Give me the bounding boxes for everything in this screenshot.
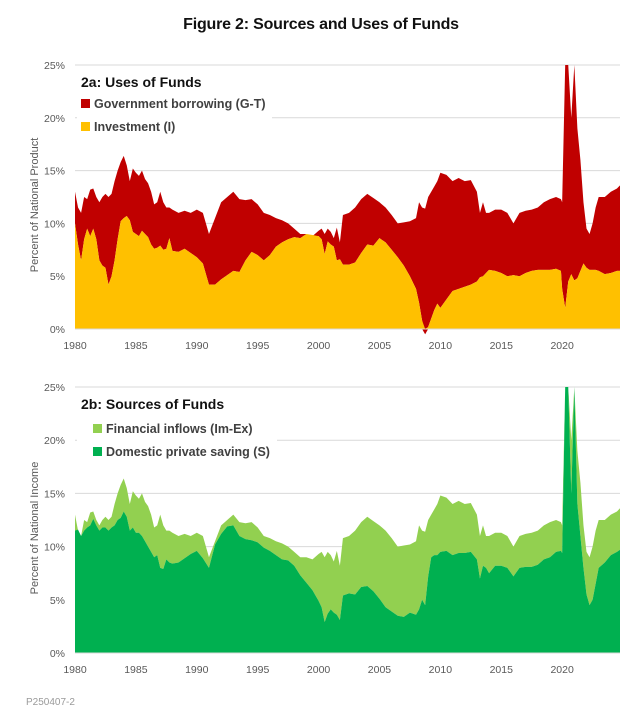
y-tick-label: 15% [44,166,65,178]
uses-of-funds-chart: 0% 5% 10% 15% 20% 25% 1980 1985 1990 1995 2000 2005… [29,60,620,352]
x-tick-label: 2015 [490,340,514,352]
legend-label: Financial inflows (Im-Ex) [106,422,253,436]
figure-code: P250407-2 [26,697,75,708]
x-tick-label: 2010 [429,340,453,352]
y-tick-label: 10% [44,542,65,554]
area-government-borrowing-g-t [75,65,620,335]
legend: 2b: Sources of Funds Financial inflows (I… [77,393,277,471]
panel-title: 2b: Sources of Funds [81,396,224,412]
x-tick-label: 2005 [368,340,392,352]
plot-area [75,387,620,653]
y-axis-title: Percent of National Product [29,138,41,273]
y-axis-title: Percent of National Income [29,462,41,595]
area-financial-inflows-im-ex [75,387,620,623]
x-tick-label: 1985 [124,664,148,676]
x-tick-label: 1980 [63,664,87,676]
y-tick-label: 5% [50,271,65,283]
x-tick-label: 1990 [185,664,209,676]
legend-swatch [93,424,102,433]
legend-swatch [81,122,90,131]
negative-investment-dip [422,329,429,335]
x-tick-label: 1985 [124,340,148,352]
y-tick-label: 0% [50,648,65,660]
y-tick-label: 20% [44,435,65,447]
x-tick-label: 1980 [63,340,87,352]
legend-label: Investment (I) [94,120,175,134]
legend-swatch [81,99,90,108]
x-tick-label: 2020 [550,340,574,352]
x-tick-label: 2000 [307,664,331,676]
area-domestic-private-saving-s [75,387,620,653]
sources-of-funds-chart: 0% 5% 10% 15% 20% 25% 1980 1985 1990 1995 2000 2005… [29,382,620,676]
x-tick-label: 1990 [185,340,209,352]
y-tick-label: 25% [44,60,65,72]
x-tick-label: 1995 [246,340,270,352]
x-tick-label: 2000 [307,340,331,352]
y-tick-label: 25% [44,382,65,394]
legend-label: Government borrowing (G-T) [94,97,266,111]
figure-title: Figure 2: Sources and Uses of Funds [183,16,459,33]
x-tick-label: 2015 [490,664,514,676]
x-tick-label: 1995 [246,664,270,676]
legend: 2a: Uses of Funds Government borrowing (G… [77,71,272,149]
y-tick-label: 15% [44,488,65,500]
legend-background [77,71,272,149]
legend-background [77,393,277,471]
y-tick-label: 5% [50,595,65,607]
area-investment-i [75,216,620,329]
y-tick-label: 0% [50,324,65,336]
legend-swatch [93,447,102,456]
panel-title: 2a: Uses of Funds [81,74,202,90]
x-tick-label: 2010 [429,664,453,676]
x-tick-label: 2020 [550,664,574,676]
y-tick-label: 10% [44,218,65,230]
legend-label: Domestic private saving (S) [106,445,270,459]
x-tick-label: 2005 [368,664,392,676]
plot-area [75,65,620,335]
y-tick-label: 20% [44,113,65,125]
